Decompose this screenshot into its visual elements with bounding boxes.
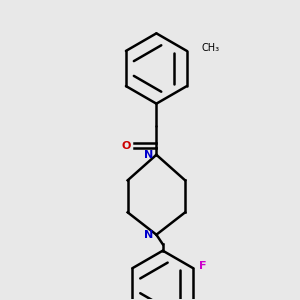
Text: N: N [144, 230, 153, 240]
Text: F: F [199, 261, 206, 271]
Text: CH₃: CH₃ [201, 43, 219, 53]
Text: N: N [144, 150, 153, 160]
Text: O: O [121, 141, 131, 151]
